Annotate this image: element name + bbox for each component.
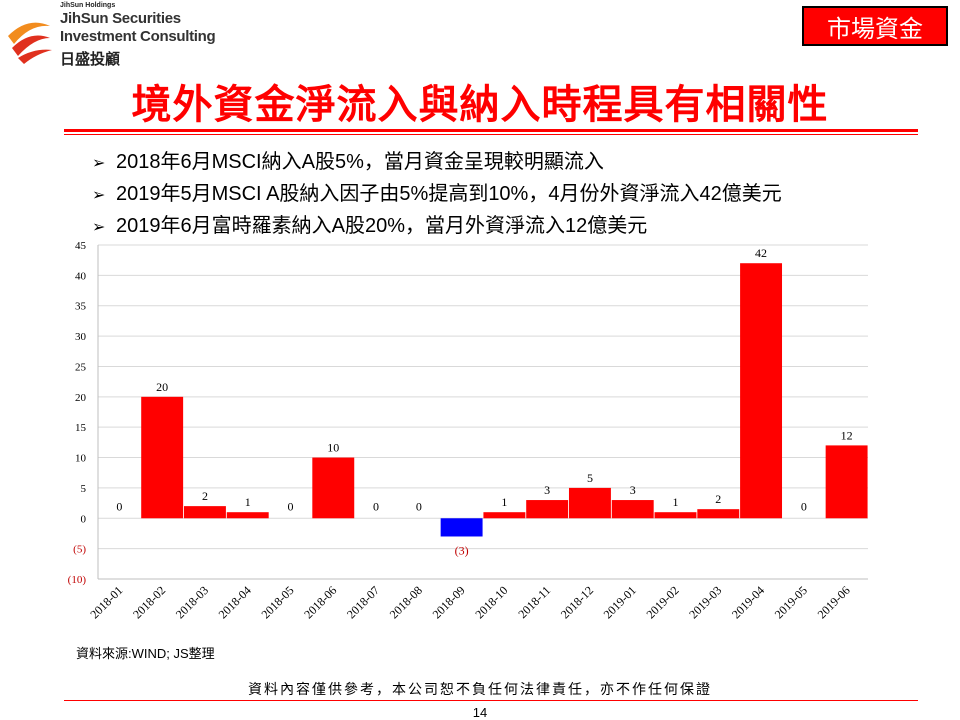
title-divider — [64, 129, 918, 132]
bar — [226, 512, 269, 519]
bar — [697, 509, 740, 519]
bar — [654, 512, 697, 519]
x-tick-label: 2018-08 — [387, 583, 425, 621]
x-tick-label: 2018-12 — [558, 583, 596, 621]
bullet-list: ➢ 2018年6月MSCI納入A股5%，當月資金呈現較明顯流入 ➢ 2019年5月M… — [92, 147, 782, 243]
x-tick-label: 2019-01 — [601, 583, 639, 621]
bullet-item: ➢ 2018年6月MSCI納入A股5%，當月資金呈現較明顯流入 — [92, 147, 782, 179]
x-tick-label: 2019-03 — [686, 583, 724, 621]
data-label: 0 — [416, 499, 422, 513]
data-label: 12 — [841, 428, 853, 442]
data-label: 0 — [288, 499, 294, 513]
data-label: 2 — [202, 489, 208, 503]
bar — [568, 487, 611, 519]
y-tick-label: 25 — [75, 361, 87, 373]
bar — [483, 512, 526, 519]
page-title: 境外資金淨流入與納入時程具有相關性 — [131, 83, 829, 127]
bullet-text: 2018年6月MSCI納入A股5%，當月資金呈現較明顯流入 — [116, 151, 604, 173]
y-tick-label: 30 — [75, 331, 87, 343]
bar — [183, 506, 226, 519]
foreign-flow-bar-chart: 454035302520151050(5)(10)02018-01202018-… — [68, 240, 868, 621]
y-tick-label: 5 — [81, 483, 87, 495]
data-label: 10 — [327, 441, 339, 455]
x-tick-label: 2018-11 — [515, 583, 553, 621]
data-label: (3) — [455, 543, 469, 557]
y-tick-label: 35 — [75, 301, 87, 313]
bar — [740, 263, 783, 519]
x-tick-label: 2018-03 — [173, 583, 211, 621]
bar — [141, 396, 184, 519]
data-label: 2 — [715, 492, 721, 506]
x-tick-label: 2018-04 — [216, 583, 254, 621]
title-divider-thin — [64, 134, 918, 135]
arrow-bullet-icon: ➢ — [92, 187, 106, 204]
x-tick-label: 2018-07 — [344, 583, 382, 621]
arrow-bullet-icon: ➢ — [92, 219, 106, 236]
y-tick-label: 45 — [75, 240, 87, 252]
arrow-bullet-icon: ➢ — [92, 155, 106, 172]
data-label: 3 — [544, 483, 550, 497]
x-tick-label: 2018-02 — [130, 583, 168, 621]
brand-holdings: JihSun Holdings — [60, 2, 116, 9]
brand-line1: JihSun Securities — [60, 10, 181, 27]
bullet-item: ➢ 2019年5月MSCI A股納入因子由5%提高到10%，4月份外資淨流入42億… — [92, 179, 782, 211]
y-tick-label: (5) — [73, 544, 86, 556]
x-tick-label: 2018-05 — [258, 583, 296, 621]
data-label: 3 — [630, 483, 636, 497]
disclaimer: 資料內容僅供參考，本公司恕不負任何法律責任，亦不作任何保證 — [248, 682, 712, 698]
x-tick-label: 2019-04 — [729, 583, 767, 621]
y-tick-label: 15 — [75, 422, 87, 434]
jihsun-logo-icon — [8, 22, 52, 64]
data-label: 0 — [801, 499, 807, 513]
bullet-text: 2019年6月富時羅素納入A股20%，當月外資淨流入12億美元 — [116, 215, 648, 237]
bullet-text: 2019年5月MSCI A股納入因子由5%提高到10%，4月份外資淨流入42億美… — [116, 183, 782, 205]
y-tick-label: 0 — [81, 513, 87, 525]
x-tick-label: 2019-06 — [815, 583, 853, 621]
brand-chinese: 日盛投顧 — [60, 51, 121, 68]
data-label: 0 — [116, 499, 122, 513]
x-tick-label: 2019-05 — [772, 583, 810, 621]
bar — [526, 500, 569, 519]
y-tick-label: 40 — [75, 270, 87, 282]
data-label: 1 — [673, 495, 679, 509]
bar — [825, 445, 868, 519]
bar — [611, 500, 654, 519]
data-label: 5 — [587, 471, 593, 485]
data-label: 0 — [373, 499, 379, 513]
data-label: 1 — [245, 495, 251, 509]
data-label: 42 — [755, 246, 767, 260]
x-tick-label: 2018-06 — [301, 583, 339, 621]
bullet-item: ➢ 2019年6月富時羅素納入A股20%，當月外資淨流入12億美元 — [92, 211, 782, 243]
y-tick-label: 20 — [75, 392, 87, 404]
footer-divider — [64, 700, 918, 701]
y-tick-label: 10 — [75, 453, 87, 465]
section-tag: 市場資金 — [802, 6, 948, 46]
x-tick-label: 2018-09 — [430, 583, 468, 621]
brand-line2: Investment Consulting — [60, 28, 216, 45]
bar — [312, 457, 355, 519]
bar — [440, 518, 483, 537]
x-tick-label: 2019-02 — [643, 583, 681, 621]
x-tick-label: 2018-10 — [472, 583, 510, 621]
data-label: 1 — [501, 495, 507, 509]
page-number: 14 — [472, 705, 488, 720]
data-label: 20 — [156, 380, 168, 394]
brand-logo: JihSun Holdings JihSun Securities Invest… — [4, 2, 234, 68]
x-tick-label: 2018-01 — [87, 583, 125, 621]
y-tick-label: (10) — [68, 574, 87, 586]
data-source: 資料來源:WIND; JS整理 — [76, 646, 215, 661]
